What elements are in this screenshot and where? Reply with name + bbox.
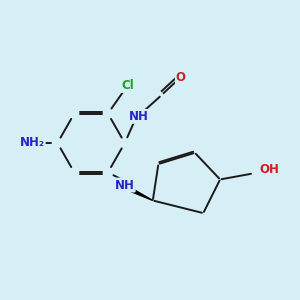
Text: OH: OH (260, 163, 279, 176)
Text: NH: NH (115, 178, 135, 192)
Text: Cl: Cl (121, 79, 134, 92)
Text: O: O (176, 70, 186, 84)
Text: NH: NH (129, 110, 149, 123)
Polygon shape (126, 186, 153, 200)
Text: NH₂: NH₂ (20, 136, 45, 149)
